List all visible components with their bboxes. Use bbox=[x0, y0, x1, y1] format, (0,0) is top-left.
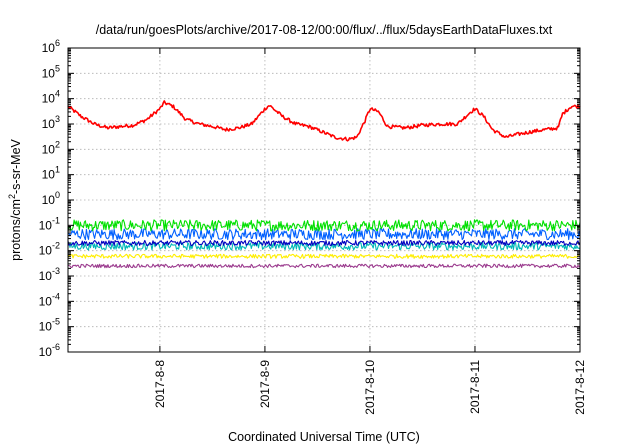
y-tick-label-base: 10 bbox=[39, 269, 53, 283]
grid bbox=[68, 48, 580, 352]
y-tick-label: 10-3 bbox=[39, 266, 60, 283]
x-tick-label: 2017-8-10 bbox=[363, 360, 377, 415]
y-tick-label-base: 10 bbox=[42, 117, 56, 131]
y-tick-label: 10-4 bbox=[39, 291, 60, 308]
x-tick-label: 2017-8-8 bbox=[153, 360, 167, 408]
y-tick-label-base: 10 bbox=[39, 345, 53, 359]
y-tick-label-exponent: -6 bbox=[52, 342, 60, 352]
y-tick-label-base: 10 bbox=[42, 142, 56, 156]
y-tick-label: 10-1 bbox=[39, 215, 60, 232]
y-tick-label-exponent: 2 bbox=[55, 139, 60, 149]
series-group bbox=[67, 100, 581, 269]
x-axis-label: Coordinated Universal Time (UTC) bbox=[228, 430, 420, 444]
x-tick-label: 2017-8-12 bbox=[573, 360, 587, 415]
y-tick-label-base: 10 bbox=[42, 168, 56, 182]
x-axis: 2017-8-8 2017-8-9 2017-8-10 2017-8-11 2017-8… bbox=[153, 48, 587, 415]
y-tick-label-exponent: 4 bbox=[55, 89, 60, 99]
y-tick-label-exponent: -1 bbox=[52, 215, 60, 225]
y-tick-label-base: 10 bbox=[39, 218, 53, 232]
y-tick-label-exponent: 0 bbox=[55, 190, 60, 200]
series-line-1 bbox=[67, 219, 581, 232]
y-tick-label: 100 bbox=[42, 190, 60, 207]
y-tick-label-exponent: -4 bbox=[52, 291, 60, 301]
y-tick-label-base: 10 bbox=[39, 294, 53, 308]
y-tick-label-base: 10 bbox=[42, 193, 56, 207]
y-tick-label: 10-6 bbox=[39, 342, 60, 359]
series-line-4 bbox=[67, 239, 581, 247]
y-tick-label-base: 10 bbox=[42, 92, 56, 106]
y-axis-label-suffix: -s-sr-MeV bbox=[9, 138, 23, 194]
y-axis-label-prefix: protons/cm bbox=[9, 199, 23, 261]
series-line-0 bbox=[67, 100, 581, 142]
y-tick-label-base: 10 bbox=[42, 66, 56, 80]
y-tick-label: 10-5 bbox=[39, 317, 60, 334]
y-tick-label: 105 bbox=[42, 63, 60, 80]
y-axis-label: protons/cm2-s-sr-MeV bbox=[7, 138, 23, 260]
y-tick-label-base: 10 bbox=[42, 41, 56, 55]
y-tick-label: 104 bbox=[42, 89, 60, 106]
y-tick-label-exponent: 1 bbox=[55, 165, 60, 175]
y-tick-label: 10-2 bbox=[39, 241, 60, 258]
y-tick-label-base: 10 bbox=[39, 320, 53, 334]
y-axis: 10-610-510-410-310-210-11001011021031041… bbox=[39, 38, 580, 359]
y-tick-label-exponent: -2 bbox=[52, 241, 60, 251]
x-tick-label: 2017-8-9 bbox=[258, 360, 272, 408]
y-tick-label: 103 bbox=[42, 114, 60, 131]
y-axis-label-sup: 2 bbox=[7, 194, 17, 199]
y-tick-label-exponent: 3 bbox=[55, 114, 60, 124]
chart-title: /data/run/goesPlots/archive/2017-08-12/0… bbox=[96, 23, 553, 37]
series-line-5 bbox=[67, 253, 580, 259]
y-tick-label-exponent: 6 bbox=[55, 38, 60, 48]
y-tick-label-exponent: -5 bbox=[52, 317, 60, 327]
x-tick-label: 2017-8-11 bbox=[468, 360, 482, 414]
y-tick-label: 106 bbox=[42, 38, 60, 55]
y-tick-label-base: 10 bbox=[39, 244, 53, 258]
y-tick-label: 102 bbox=[42, 139, 60, 156]
y-tick-label: 101 bbox=[42, 165, 60, 182]
series-line-6 bbox=[67, 263, 581, 269]
y-tick-label-exponent: 5 bbox=[55, 63, 60, 73]
y-tick-label-exponent: -3 bbox=[52, 266, 60, 276]
series-line-2 bbox=[67, 228, 581, 241]
